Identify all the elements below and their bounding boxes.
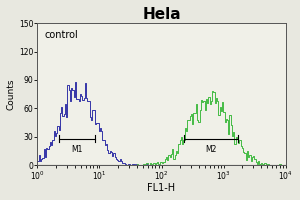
Text: M2: M2 — [205, 145, 217, 154]
Text: control: control — [44, 30, 78, 40]
Y-axis label: Counts: Counts — [7, 78, 16, 110]
X-axis label: FL1-H: FL1-H — [147, 183, 176, 193]
Text: M1: M1 — [71, 145, 82, 154]
Title: Hela: Hela — [142, 7, 181, 22]
